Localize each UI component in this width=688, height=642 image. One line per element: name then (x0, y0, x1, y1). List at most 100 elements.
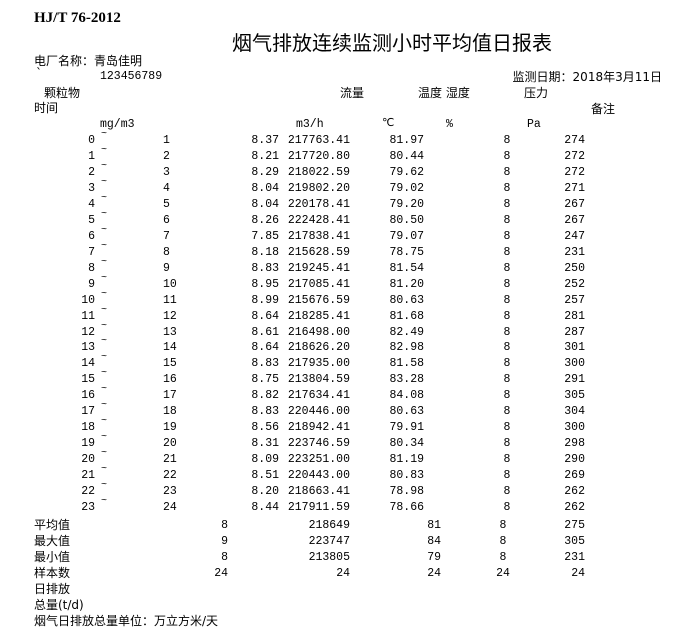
tilde-separator: ~ (101, 192, 108, 204)
tilde-separator: ~ (101, 416, 108, 428)
tilde-separator: ~ (101, 432, 108, 444)
tilde-separator: ~ (101, 288, 108, 300)
pressure-value: 281 (564, 309, 585, 323)
summary-label: 样本数 (34, 566, 71, 580)
unit-humidity: % (446, 118, 453, 131)
hour-start: 4 (88, 197, 95, 211)
pressure-value: 269 (564, 469, 585, 483)
pressure-value: 250 (564, 261, 585, 275)
hour-start: 18 (81, 421, 95, 435)
flow-value: 217911.59 (287, 501, 350, 515)
pressure-value: 287 (564, 325, 585, 339)
hour-end: 11 (163, 293, 177, 307)
humidity-value: 8 (503, 405, 511, 419)
summary-particulate: 9 (221, 535, 228, 548)
temp-value: 78.75 (389, 245, 424, 259)
humidity-value: 8 (503, 181, 511, 195)
tilde-separator: ~ (101, 224, 108, 236)
col-temp-humidity: 温度 湿度 (418, 86, 470, 100)
flow-value: 217763.41 (287, 134, 350, 147)
humidity-value: 8 (503, 421, 511, 435)
col-pressure: 压力 (524, 86, 549, 100)
tilde-separator: ~ (101, 256, 108, 268)
temp-value: 81.58 (389, 357, 424, 371)
tilde-separator: ~ (101, 384, 108, 396)
hour-end: 22 (163, 469, 177, 483)
total-label: 总量(t/d) (34, 598, 84, 612)
flow-value: 218663.41 (287, 485, 350, 499)
hour-start: 6 (88, 229, 95, 243)
stray-mark: ` (36, 66, 42, 80)
hour-end: 9 (163, 261, 170, 275)
particulate-value: 8.31 (251, 437, 279, 451)
hour-start: 7 (88, 245, 95, 259)
summary-humidity: 24 (496, 567, 510, 580)
pressure-value: 290 (564, 453, 585, 467)
summary-pressure: 24 (571, 567, 585, 580)
temp-value: 80.50 (389, 213, 424, 227)
hour-end: 5 (163, 197, 170, 211)
temp-value: 84.08 (389, 389, 424, 403)
hour-end: 21 (163, 453, 177, 467)
particulate-value: 8.95 (251, 277, 279, 291)
flow-value: 217838.41 (287, 229, 350, 243)
hour-end: 14 (163, 341, 177, 355)
flow-value: 218285.41 (287, 309, 350, 323)
flow-value: 219245.41 (287, 261, 350, 275)
flow-value: 217085.41 (287, 277, 350, 291)
temp-value: 81.97 (389, 134, 424, 147)
humidity-value: 8 (503, 309, 511, 323)
flow-value: 217720.80 (287, 149, 350, 163)
humidity-value: 8 (503, 357, 511, 371)
plant-name: 电厂名称：青岛佳明 (34, 54, 143, 68)
hour-end: 16 (163, 373, 177, 387)
tilde-separator: ~ (101, 208, 108, 220)
hour-start: 15 (81, 373, 95, 387)
tilde-separator: ~ (101, 272, 108, 284)
flow-value: 218626.20 (287, 341, 350, 355)
particulate-value: 8.83 (251, 261, 279, 275)
hour-start: 2 (88, 165, 95, 179)
temp-value: 80.63 (389, 405, 424, 419)
humidity-value: 8 (503, 245, 511, 259)
tilde-separator: ~ (101, 336, 108, 348)
hour-start: 10 (81, 293, 95, 307)
temp-value: 81.68 (389, 309, 424, 323)
pressure-value: 231 (564, 245, 585, 259)
flow-value: 223251.00 (287, 453, 350, 467)
particulate-value: 8.64 (251, 341, 279, 355)
tilde-separator: ~ (101, 160, 108, 172)
hour-start: 23 (81, 501, 95, 515)
flow-value: 215676.59 (287, 293, 350, 307)
particulate-value: 8.99 (251, 293, 279, 307)
hour-end: 8 (163, 245, 170, 259)
temp-value: 82.49 (389, 325, 424, 339)
pressure-value: 267 (564, 197, 585, 211)
temp-value: 79.20 (389, 197, 424, 211)
temp-value: 80.63 (389, 293, 424, 307)
flow-value: 213804.59 (287, 373, 350, 387)
summary-pressure: 305 (564, 535, 585, 548)
temp-value: 79.02 (389, 181, 424, 195)
pressure-value: 272 (564, 149, 585, 163)
humidity-value: 8 (503, 389, 511, 403)
hour-end: 23 (163, 485, 177, 499)
tilde-separator: ~ (101, 496, 108, 508)
hour-start: 5 (88, 213, 95, 227)
tilde-separator: ~ (101, 320, 108, 332)
report-title: 烟气排放连续监测小时平均值日报表 (232, 31, 552, 55)
hour-end: 24 (163, 501, 177, 515)
pressure-value: 298 (564, 437, 585, 451)
summary-flow: 223747 (308, 535, 350, 548)
flow-value: 216498.00 (287, 325, 350, 339)
hour-start: 9 (88, 277, 95, 291)
hour-end: 20 (163, 437, 177, 451)
humidity-value: 8 (503, 325, 511, 339)
col-flow: 流量 (340, 86, 365, 100)
tilde-separator: ~ (101, 352, 108, 364)
tilde-separator: ~ (101, 144, 108, 156)
temp-value: 78.66 (389, 501, 424, 515)
particulate-value: 8.61 (251, 325, 279, 339)
tilde-separator: ~ (101, 304, 108, 316)
summary-temp: 79 (427, 551, 441, 564)
